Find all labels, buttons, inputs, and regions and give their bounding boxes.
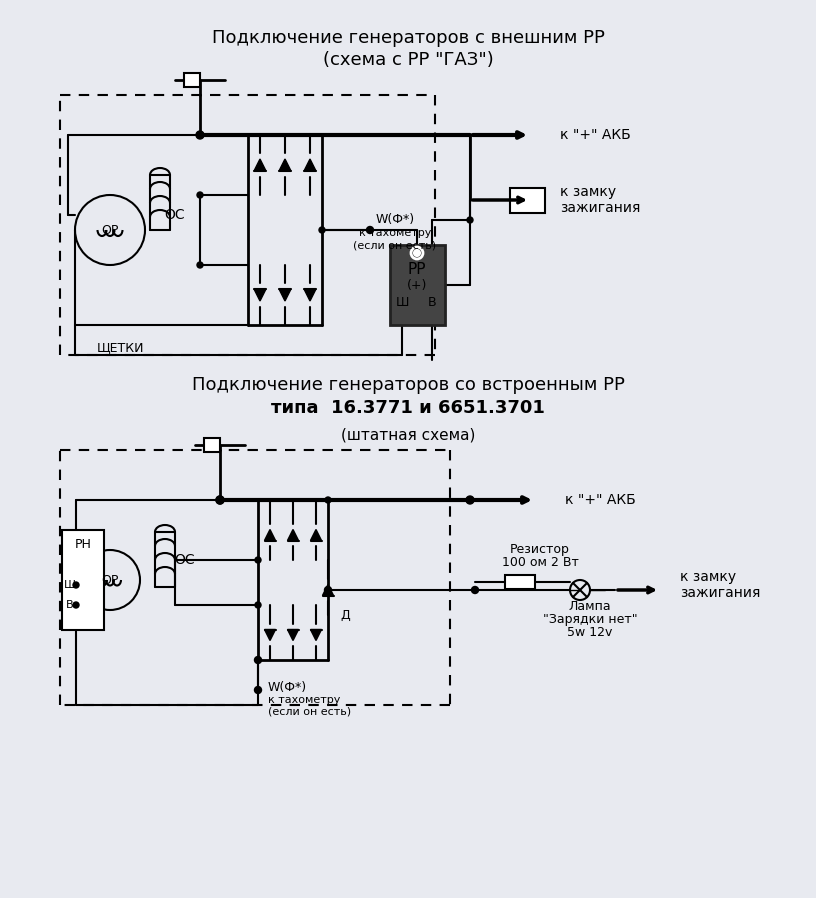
Text: Резистор: Резистор bbox=[510, 543, 570, 557]
Text: типа  16.3771 и 6651.3701: типа 16.3771 и 6651.3701 bbox=[271, 399, 545, 417]
Circle shape bbox=[216, 496, 224, 504]
Text: к тахометру: к тахометру bbox=[359, 228, 431, 238]
Circle shape bbox=[73, 602, 79, 608]
Circle shape bbox=[255, 656, 261, 664]
Circle shape bbox=[196, 131, 204, 139]
Text: "Зарядки нет": "Зарядки нет" bbox=[543, 613, 637, 627]
Circle shape bbox=[255, 686, 261, 693]
Bar bbox=[62, 530, 104, 630]
Text: ОС: ОС bbox=[165, 208, 185, 222]
Polygon shape bbox=[304, 159, 316, 171]
Text: к замку
зажигания: к замку зажигания bbox=[560, 185, 641, 216]
Text: (если он есть): (если он есть) bbox=[353, 240, 437, 250]
Bar bbox=[510, 188, 545, 213]
Text: 100 ом 2 Вт: 100 ом 2 Вт bbox=[502, 557, 579, 569]
Text: W(Ф*): W(Ф*) bbox=[268, 682, 307, 694]
Text: РР: РР bbox=[408, 262, 426, 277]
Bar bbox=[184, 73, 200, 87]
Polygon shape bbox=[287, 629, 299, 640]
Text: к тахометру: к тахометру bbox=[268, 695, 340, 705]
Bar bbox=[505, 575, 535, 589]
Polygon shape bbox=[264, 629, 276, 640]
Circle shape bbox=[325, 497, 331, 503]
Bar bbox=[204, 438, 220, 452]
Text: (штатная схема): (штатная схема) bbox=[341, 427, 475, 443]
Text: Подключение генераторов со встроенным РР: Подключение генераторов со встроенным РР bbox=[192, 376, 624, 394]
Text: (если он есть): (если он есть) bbox=[268, 707, 351, 717]
Text: Д: Д bbox=[340, 609, 350, 621]
Polygon shape bbox=[279, 289, 291, 301]
Text: В: В bbox=[66, 600, 73, 610]
Circle shape bbox=[467, 217, 473, 223]
Text: (+): (+) bbox=[407, 278, 428, 292]
Polygon shape bbox=[254, 159, 266, 171]
Polygon shape bbox=[311, 530, 322, 541]
Circle shape bbox=[73, 582, 79, 588]
Polygon shape bbox=[254, 289, 266, 301]
Text: ЩЕТКИ: ЩЕТКИ bbox=[96, 341, 144, 355]
Circle shape bbox=[197, 262, 203, 268]
Circle shape bbox=[414, 250, 420, 256]
Text: РН: РН bbox=[74, 539, 91, 551]
Text: ОР: ОР bbox=[101, 224, 118, 236]
Circle shape bbox=[411, 247, 423, 259]
Text: (схема с РР "ГАЗ"): (схема с РР "ГАЗ") bbox=[322, 51, 494, 69]
Text: ОС: ОС bbox=[175, 553, 195, 567]
Polygon shape bbox=[264, 530, 276, 541]
Text: к "+" АКБ: к "+" АКБ bbox=[560, 128, 631, 142]
Circle shape bbox=[466, 496, 474, 504]
Circle shape bbox=[319, 227, 325, 233]
Polygon shape bbox=[304, 289, 316, 301]
Text: ОР: ОР bbox=[101, 574, 118, 586]
Circle shape bbox=[255, 557, 261, 563]
Text: к замку
зажигания: к замку зажигания bbox=[680, 570, 761, 600]
Circle shape bbox=[366, 226, 374, 233]
Circle shape bbox=[197, 192, 203, 198]
Text: W(Ф*): W(Ф*) bbox=[375, 214, 415, 226]
Circle shape bbox=[325, 586, 331, 594]
Circle shape bbox=[255, 602, 261, 608]
Text: Лампа: Лампа bbox=[569, 601, 611, 613]
Bar bbox=[390, 245, 445, 325]
Polygon shape bbox=[287, 530, 299, 541]
Polygon shape bbox=[311, 629, 322, 640]
Text: Ш: Ш bbox=[395, 296, 409, 310]
Circle shape bbox=[472, 586, 478, 594]
Polygon shape bbox=[279, 159, 291, 171]
Text: к "+" АКБ: к "+" АКБ bbox=[565, 493, 636, 507]
Text: 5w 12v: 5w 12v bbox=[567, 627, 613, 639]
Text: В: В bbox=[428, 296, 437, 310]
Circle shape bbox=[216, 496, 224, 504]
Polygon shape bbox=[322, 585, 334, 595]
Text: Ш: Ш bbox=[64, 580, 76, 590]
Text: Подключение генераторов с внешним РР: Подключение генераторов с внешним РР bbox=[211, 29, 605, 47]
